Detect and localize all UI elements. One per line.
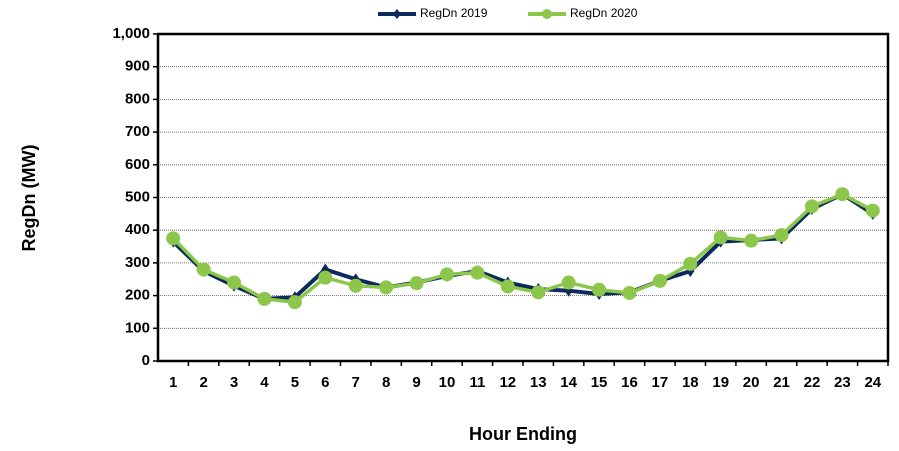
- marker: [257, 291, 272, 306]
- series-line: [171, 191, 874, 301]
- marker: [865, 203, 880, 218]
- marker: [196, 262, 211, 277]
- marker: [835, 187, 850, 202]
- marker: [379, 280, 394, 295]
- x-tick-label: 4: [260, 374, 269, 391]
- x-tick-label: 11: [469, 374, 485, 391]
- y-tick-label: 700: [125, 123, 150, 140]
- marker: [166, 231, 181, 246]
- y-tick-label: 1,000: [112, 25, 150, 42]
- x-tick-label: 7: [352, 374, 360, 391]
- y-tick-label: 200: [125, 287, 150, 304]
- legend-marker: [542, 9, 552, 19]
- marker: [531, 285, 546, 300]
- x-tick-label: 12: [499, 374, 516, 391]
- y-axis-title: RegDn (MW): [19, 145, 39, 252]
- x-tick-label: 9: [412, 374, 420, 391]
- x-tick-label: 21: [773, 374, 790, 391]
- x-tick-label: 15: [591, 374, 608, 391]
- marker: [774, 228, 789, 243]
- x-tick-label: 22: [804, 374, 821, 391]
- marker: [439, 267, 454, 282]
- marker: [592, 282, 607, 297]
- x-tick-label: 2: [199, 374, 207, 391]
- marker: [287, 295, 302, 310]
- x-tick-label: 1: [169, 374, 177, 391]
- x-tick-label: 5: [291, 374, 299, 391]
- marker: [470, 265, 485, 280]
- y-tick-label: 0: [142, 352, 150, 369]
- x-tick-label: 6: [321, 374, 329, 391]
- x-tick-label: 16: [621, 374, 638, 391]
- marker: [409, 276, 424, 291]
- y-tick-label: 900: [125, 58, 150, 75]
- y-tick-label: 100: [125, 319, 150, 336]
- x-tick-label: 20: [743, 374, 760, 391]
- y-tick-label: 400: [125, 221, 150, 238]
- legend-marker: [393, 9, 401, 19]
- y-tick-label: 500: [125, 188, 150, 205]
- x-tick-label: 8: [382, 374, 390, 391]
- marker: [561, 275, 576, 290]
- x-tick-label: 23: [834, 374, 851, 391]
- x-tick-label: 19: [712, 374, 729, 391]
- legend-label: RegDn 2019: [420, 6, 488, 20]
- marker: [227, 275, 242, 290]
- x-axis-title: Hour Ending: [469, 424, 577, 444]
- x-tick-label: 10: [439, 374, 456, 391]
- y-tick-label: 300: [125, 254, 150, 271]
- y-tick-label: 800: [125, 90, 150, 107]
- marker: [318, 270, 333, 285]
- x-tick-label: 14: [560, 374, 577, 391]
- marker: [348, 278, 363, 293]
- marker: [652, 273, 667, 288]
- legend-label: RegDn 2020: [570, 6, 638, 20]
- x-tick-label: 24: [864, 374, 881, 391]
- y-tick-label: 600: [125, 156, 150, 173]
- x-tick-label: 18: [682, 374, 699, 391]
- marker: [744, 233, 759, 248]
- x-tick-label: 17: [652, 374, 669, 391]
- marker: [804, 199, 819, 214]
- marker: [622, 285, 637, 300]
- x-tick-label: 3: [230, 374, 238, 391]
- x-tick-label: 13: [530, 374, 547, 391]
- marker: [500, 279, 515, 294]
- marker: [683, 256, 698, 271]
- marker: [713, 230, 728, 245]
